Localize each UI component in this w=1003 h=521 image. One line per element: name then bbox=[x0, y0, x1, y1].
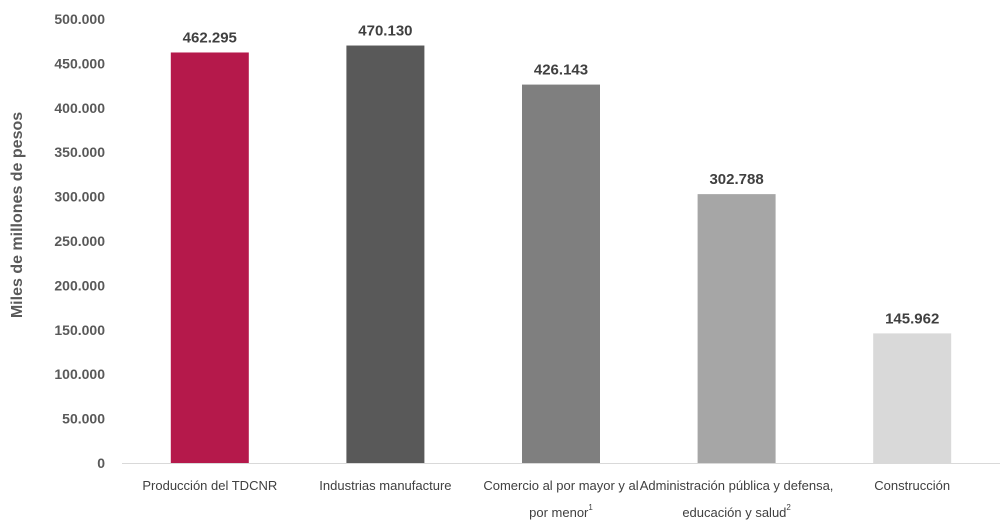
bar bbox=[170, 52, 249, 463]
y-tick-label: 200.000 bbox=[54, 277, 105, 293]
y-tick-label: 100.000 bbox=[54, 366, 105, 382]
y-tick-label: 450.000 bbox=[54, 55, 105, 71]
y-tick-label: 400.000 bbox=[54, 100, 105, 116]
x-tick-label: Industrias manufacture bbox=[319, 478, 451, 493]
y-tick-label: 150.000 bbox=[54, 322, 105, 338]
bars bbox=[170, 45, 952, 463]
data-label: 470.130 bbox=[358, 23, 412, 40]
x-tick-label: Construcción bbox=[874, 478, 950, 493]
bar bbox=[873, 333, 952, 463]
bar bbox=[346, 45, 425, 463]
x-tick-label: Administración pública y defensa, bbox=[640, 478, 834, 493]
y-tick-label: 500.000 bbox=[54, 11, 105, 27]
category-labels: Producción del TDCNR Industrias manufactu… bbox=[142, 478, 950, 520]
y-tick-label: 350.000 bbox=[54, 144, 105, 160]
x-tick-label: educación y salud2 bbox=[682, 503, 791, 520]
y-tick-label: 0 bbox=[97, 455, 105, 471]
y-tick-label: 250.000 bbox=[54, 233, 105, 249]
value-labels: 462.295 470.130 426.143 302.788 145.962 bbox=[183, 23, 940, 328]
bar bbox=[697, 194, 776, 463]
data-label: 145.962 bbox=[885, 310, 939, 327]
data-label: 302.788 bbox=[709, 171, 763, 188]
x-tick-label: por menor1 bbox=[529, 503, 593, 520]
y-tick-label: 300.000 bbox=[54, 189, 105, 205]
y-axis-label: Miles de millones de pesos bbox=[9, 112, 26, 318]
x-tick-label: Producción del TDCNR bbox=[142, 478, 277, 493]
y-axis-ticks: 0 50.000 100.000 150.000 200.000 250.000 300.0… bbox=[54, 11, 105, 471]
x-tick-label: Comercio al por mayor y al bbox=[483, 478, 638, 493]
y-tick-label: 50.000 bbox=[62, 411, 105, 427]
bar bbox=[522, 84, 600, 463]
data-label: 426.143 bbox=[534, 62, 588, 79]
data-label: 462.295 bbox=[183, 29, 237, 46]
